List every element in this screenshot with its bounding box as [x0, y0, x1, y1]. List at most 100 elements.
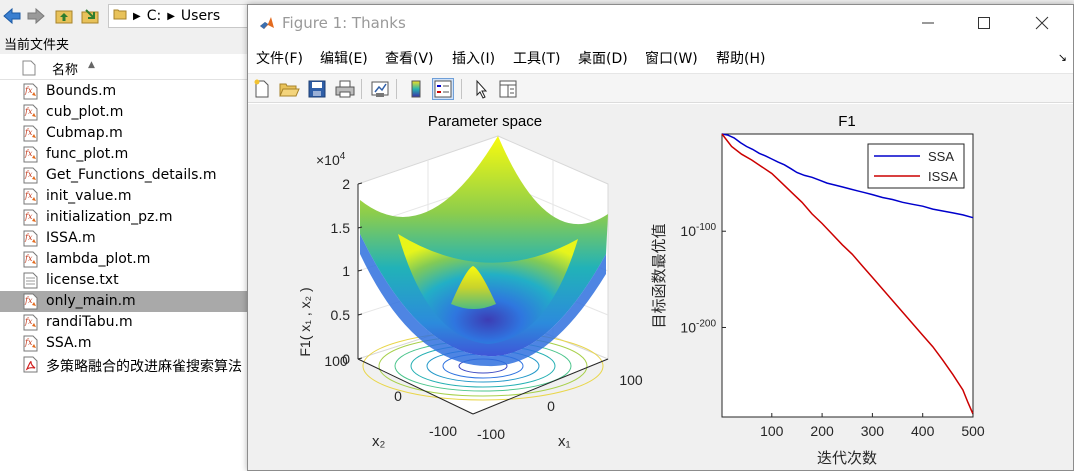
- file-name: Bounds.m: [46, 83, 117, 99]
- legend-icon[interactable]: [432, 78, 454, 100]
- file-name: randiTabu.m: [46, 314, 133, 330]
- menu-insert[interactable]: 插入(I): [452, 51, 496, 67]
- svg-text:fx: fx: [24, 107, 33, 116]
- series-line-issa: [721, 133, 974, 415]
- legend[interactable]: SSA ISSA: [867, 143, 965, 189]
- file-row[interactable]: fx randiTabu.m: [0, 312, 248, 333]
- file-row[interactable]: fx cub_plot.m: [0, 102, 248, 123]
- z-axis-label: F1( x₁ , x₂ ): [297, 287, 313, 356]
- menu-file[interactable]: 文件(F): [256, 51, 303, 67]
- dock-arrow-icon[interactable]: ↘: [1057, 51, 1067, 64]
- x2-tick-label: 100: [324, 353, 348, 369]
- current-folder-label: 当前文件夹: [0, 32, 248, 54]
- matlab-logo-icon: [259, 15, 275, 35]
- x2-tick-label: -100: [429, 423, 457, 439]
- surface-plot-title: Parameter space: [428, 113, 542, 130]
- matlab-script-icon: fx: [23, 230, 39, 247]
- file-row[interactable]: 多策略融合的改进麻雀搜索算法: [0, 354, 248, 375]
- svg-text:fx: fx: [24, 128, 33, 137]
- matlab-script-icon: fx: [23, 125, 39, 142]
- z-tick-label: 1: [342, 263, 350, 279]
- up-folder-icon[interactable]: [54, 6, 74, 26]
- x2-axis-label: x₂: [372, 433, 386, 450]
- title-bar[interactable]: Figure 1: Thanks: [248, 5, 1073, 41]
- pointer-icon[interactable]: [470, 78, 492, 100]
- file-browser-panel: ▶ C: ▶ Users 当前文件夹 名称 ▲ fx Bounds.m fx cub_…: [0, 0, 248, 471]
- menu-desktop[interactable]: 桌面(D): [578, 51, 628, 67]
- file-row[interactable]: fx SSA.m: [0, 333, 248, 354]
- file-row[interactable]: fx init_value.m: [0, 186, 248, 207]
- toolbar-separator: [361, 79, 362, 99]
- x-tick-label: 300: [861, 423, 885, 439]
- file-row[interactable]: fx func_plot.m: [0, 144, 248, 165]
- forward-arrow-icon[interactable]: [26, 6, 46, 26]
- matlab-script-icon: fx: [23, 293, 39, 310]
- svg-text:fx: fx: [24, 338, 33, 347]
- menu-help[interactable]: 帮助(H): [716, 51, 766, 67]
- column-header[interactable]: 名称 ▲: [0, 56, 248, 80]
- path-separator-icon: ▶: [167, 10, 175, 22]
- file-type-icon: [22, 60, 36, 80]
- new-figure-icon[interactable]: [251, 78, 273, 100]
- property-editor-icon[interactable]: [497, 78, 519, 100]
- address-bar[interactable]: ▶ C: ▶ Users: [108, 4, 248, 28]
- z-tick-marks: [357, 182, 363, 360]
- open-folder-icon[interactable]: [278, 78, 300, 100]
- file-row[interactable]: fx lambda_plot.m: [0, 249, 248, 270]
- save-icon[interactable]: [306, 78, 328, 100]
- figure-canvas[interactable]: 0 0.5 1 1.5 2 ×104 100 0 -100: [248, 104, 1073, 470]
- figure-svg: 0 0.5 1 1.5 2 ×104 100 0 -100: [297, 113, 985, 467]
- x-tick-label: 100: [760, 423, 784, 439]
- file-row[interactable]: fx only_main.m: [0, 291, 248, 312]
- file-row[interactable]: fx Get_Functions_details.m: [0, 165, 248, 186]
- z-tick-label: 2: [342, 176, 350, 192]
- file-name: initialization_pz.m: [46, 209, 173, 225]
- legend-label-ssa: SSA: [928, 149, 954, 164]
- path-segment[interactable]: C:: [146, 8, 162, 24]
- file-row[interactable]: fx Bounds.m: [0, 81, 248, 102]
- matlab-script-icon: fx: [23, 335, 39, 352]
- maximize-icon[interactable]: [972, 11, 996, 35]
- name-column-header[interactable]: 名称: [52, 63, 79, 78]
- print-icon[interactable]: [334, 78, 356, 100]
- close-icon[interactable]: [1030, 11, 1054, 35]
- menu-tools[interactable]: 工具(T): [513, 51, 561, 67]
- matlab-script-icon: fx: [23, 314, 39, 331]
- file-row[interactable]: fx ISSA.m: [0, 228, 248, 249]
- menu-view[interactable]: 查看(V): [385, 51, 434, 67]
- matlab-script-icon: fx: [23, 83, 39, 100]
- file-name: only_main.m: [46, 293, 136, 309]
- y-tick-label: 10-200: [680, 318, 716, 335]
- pdf-file-icon: [23, 356, 39, 373]
- file-row[interactable]: fx initialization_pz.m: [0, 207, 248, 228]
- browse-folder-icon[interactable]: [80, 6, 100, 26]
- menu-edit[interactable]: 编辑(E): [320, 51, 368, 67]
- menu-window[interactable]: 窗口(W): [645, 51, 698, 67]
- file-name: Get_Functions_details.m: [46, 167, 217, 183]
- svg-text:fx: fx: [24, 170, 33, 179]
- svg-text:fx: fx: [24, 254, 33, 263]
- x-axis-label: 迭代次数: [817, 449, 877, 467]
- x-tick-label: 400: [911, 423, 935, 439]
- y-axis-label: 目标函数最优值: [650, 223, 668, 328]
- file-name: cub_plot.m: [46, 104, 124, 120]
- y-ticks: 10-100 10-200: [680, 222, 726, 335]
- file-name: license.txt: [46, 272, 119, 288]
- svg-text:fx: fx: [24, 317, 33, 326]
- minimize-icon[interactable]: [916, 11, 940, 35]
- file-row[interactable]: fx Cubmap.m: [0, 123, 248, 144]
- menu-bar: 文件(F) 编辑(E) 查看(V) 插入(I) 工具(T) 桌面(D) 窗口(W…: [248, 45, 1073, 69]
- colorbar-icon[interactable]: [405, 78, 427, 100]
- path-segment[interactable]: Users: [180, 8, 221, 24]
- matlab-script-icon: fx: [23, 188, 39, 205]
- back-arrow-icon[interactable]: [2, 6, 22, 26]
- x2-tick-label: 0: [394, 388, 402, 404]
- matlab-script-icon: fx: [23, 209, 39, 226]
- file-name: 多策略融合的改进麻雀搜索算法: [46, 359, 242, 375]
- matlab-script-icon: fx: [23, 167, 39, 184]
- link-plot-icon[interactable]: [369, 78, 391, 100]
- file-row[interactable]: license.txt: [0, 270, 248, 291]
- sort-ascending-icon: ▲: [88, 60, 95, 70]
- y-tick-label: 10-100: [680, 222, 716, 239]
- svg-text:fx: fx: [24, 149, 33, 158]
